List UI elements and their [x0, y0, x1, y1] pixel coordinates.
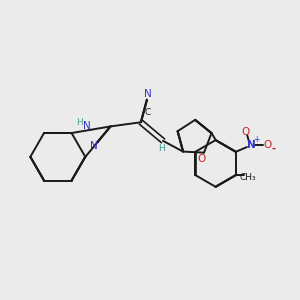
Text: O: O [241, 128, 249, 137]
Text: O: O [197, 154, 206, 164]
Text: N: N [144, 88, 152, 99]
Text: +: + [253, 135, 259, 144]
Text: H: H [158, 144, 165, 153]
Text: H: H [76, 118, 83, 127]
Text: O: O [263, 140, 272, 150]
Text: CH₃: CH₃ [240, 173, 256, 182]
Text: N: N [83, 121, 91, 130]
Text: C: C [145, 108, 151, 117]
Text: N: N [90, 141, 98, 151]
Text: -: - [272, 144, 276, 154]
Text: N: N [247, 140, 255, 150]
